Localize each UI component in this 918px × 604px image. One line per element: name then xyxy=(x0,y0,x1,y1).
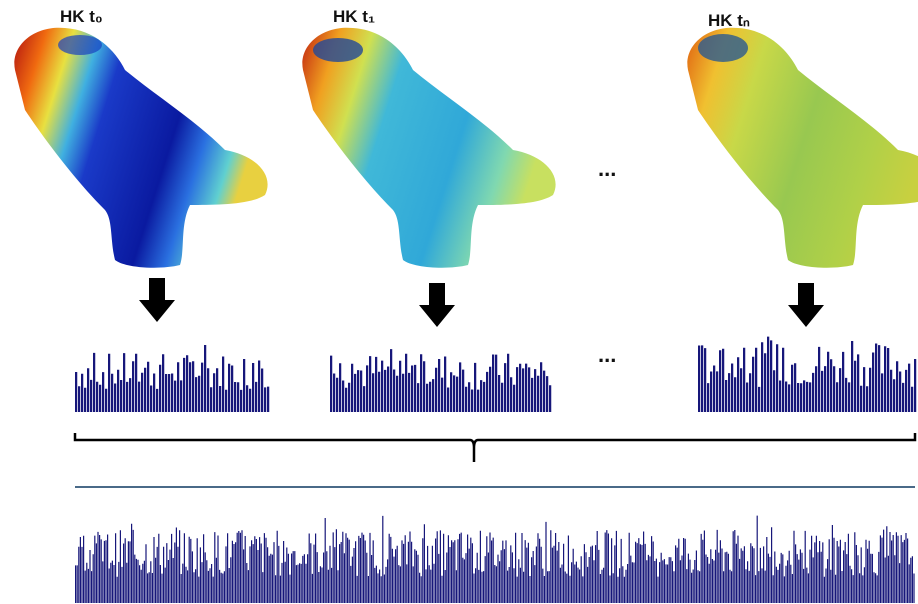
shape xyxy=(14,28,267,268)
ellipsis: ... xyxy=(598,156,616,181)
diagram: HK t₀ HK t₁ HK tₙ ... ... xyxy=(0,0,918,604)
label: HK t₀ xyxy=(60,7,103,26)
label: HK t₁ xyxy=(333,7,375,26)
histograms xyxy=(75,337,916,603)
histogram xyxy=(75,345,269,412)
brace xyxy=(75,433,915,462)
shape xyxy=(302,28,555,268)
ellipsis: ... xyxy=(598,342,616,367)
histogram xyxy=(698,337,916,412)
histogram xyxy=(75,516,915,603)
arrows xyxy=(139,278,824,327)
shape xyxy=(687,28,918,268)
histogram xyxy=(330,349,551,412)
label: HK tₙ xyxy=(708,11,750,30)
